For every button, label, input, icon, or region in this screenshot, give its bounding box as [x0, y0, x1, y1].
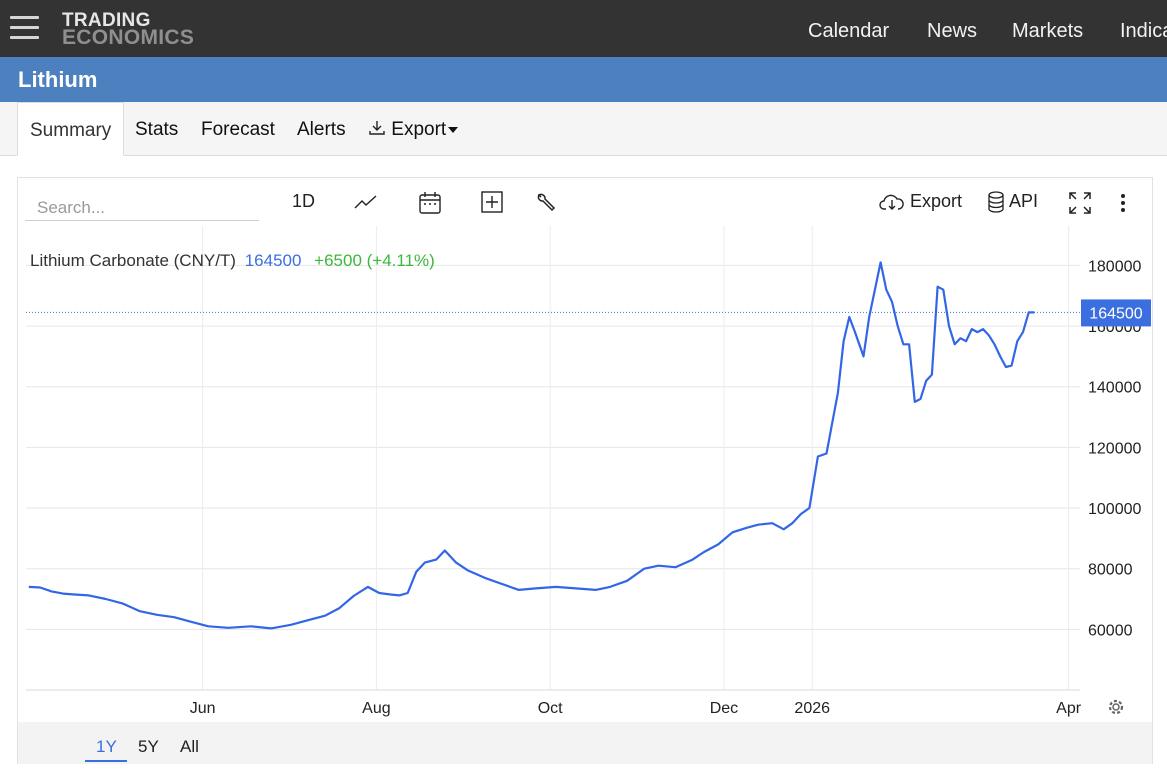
range-1y-button[interactable]: 1Y: [96, 737, 117, 756]
wrench-icon[interactable]: [535, 191, 557, 213]
x-tick-label: Apr: [1056, 700, 1082, 717]
search-input[interactable]: [25, 190, 259, 221]
series-line: [28, 261, 1035, 630]
logo-line-2: ECONOMICS: [62, 26, 195, 49]
chart-settings-gear-icon[interactable]: [1108, 699, 1124, 715]
fullscreen-icon[interactable]: [1068, 191, 1092, 215]
range-all-button[interactable]: All: [180, 737, 199, 756]
tab-bar: Summary Stats Forecast Alerts Export: [0, 102, 1167, 156]
x-tick-label: Dec: [710, 700, 738, 717]
download-icon: [369, 121, 385, 135]
y-tick-label: 100000: [1088, 501, 1141, 518]
y-tick-label: 80000: [1088, 562, 1133, 579]
range-selector: 1Y 5Y All: [18, 722, 1152, 764]
legend-change: +6500 (+4.11%): [314, 251, 435, 270]
hamburger-menu-icon[interactable]: [10, 16, 39, 40]
range-5y-button[interactable]: 5Y: [138, 737, 159, 756]
chart-panel: 60000 80000 100000 120000 140000 160000 180000…: [17, 177, 1153, 764]
export-label: Export: [910, 191, 963, 211]
logo-line-1: TRADING: [62, 10, 151, 31]
more-options-icon[interactable]: [1118, 191, 1128, 215]
x-tick-label: Aug: [362, 700, 390, 717]
interval-button[interactable]: 1D: [292, 191, 316, 211]
title-bar: Lithium: [0, 57, 1167, 102]
chart-legend: Lithium Carbonate (CNY/T) 164500 +6500 (…: [30, 251, 435, 271]
legend-series-name: Lithium Carbonate (CNY/T): [30, 251, 236, 270]
api-button[interactable]: API: [987, 191, 1038, 213]
tab-alerts[interactable]: Alerts: [297, 119, 346, 140]
legend-last-value: 164500: [244, 251, 302, 270]
tab-stats[interactable]: Stats: [135, 119, 179, 140]
price-chart[interactable]: 6000080000100000120000140000160000180000…: [18, 178, 1152, 764]
last-price-tag-label: 164500: [1089, 305, 1142, 322]
active-range-indicator: [85, 760, 127, 762]
y-tick-label: 180000: [1088, 258, 1141, 275]
x-tick-label: 2026: [794, 700, 830, 717]
y-tick-label: 120000: [1088, 440, 1141, 457]
export-button[interactable]: Export: [879, 191, 962, 212]
tab-export[interactable]: Export: [368, 119, 459, 141]
line-chart-type-icon[interactable]: [354, 191, 378, 212]
compare-add-icon[interactable]: [481, 191, 503, 213]
top-navbar: TRADING ECONOMICS Calendar News Markets …: [0, 0, 1167, 57]
caret-down-icon: [448, 126, 459, 133]
trading-economics-logo[interactable]: TRADING ECONOMICS: [62, 10, 195, 49]
nav-indicators[interactable]: Indica: [1120, 20, 1167, 42]
api-label: API: [1009, 191, 1039, 211]
tab-forecast[interactable]: Forecast: [201, 119, 275, 140]
tab-export-label: Export: [391, 119, 447, 140]
nav-calendar[interactable]: Calendar: [808, 20, 890, 42]
cloud-download-icon: [879, 195, 904, 211]
database-icon: [988, 191, 1004, 213]
page-title: Lithium: [18, 67, 98, 92]
nav-news[interactable]: News: [927, 20, 978, 42]
last-price-tag: [1081, 299, 1151, 327]
x-tick-label: Oct: [538, 700, 563, 717]
x-tick-label: Jun: [190, 700, 216, 717]
nav-markets[interactable]: Markets: [1012, 20, 1084, 42]
y-tick-label: 60000: [1088, 622, 1133, 639]
calendar-icon[interactable]: [418, 191, 442, 215]
tab-summary[interactable]: Summary: [17, 102, 125, 156]
y-tick-label: 140000: [1088, 380, 1141, 397]
